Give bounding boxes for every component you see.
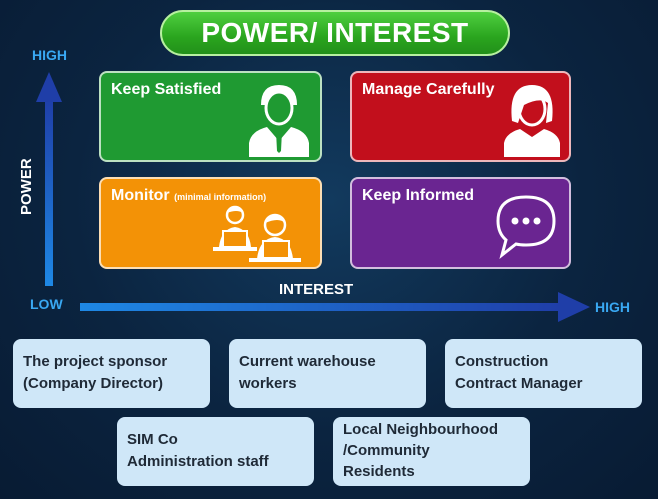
quadrant-monitor-note: (minimal information) (174, 192, 267, 202)
people-at-laptops-icon (213, 205, 301, 262)
quadrant-keep-informed-label: Keep Informed (362, 187, 475, 204)
stakeholder-line: /Community (343, 442, 430, 459)
quadrant-keep-informed: Keep Informed (350, 177, 571, 269)
y-axis-high-label: HIGH (32, 47, 67, 63)
stakeholder-line: workers (239, 375, 297, 392)
x-axis-arrow (80, 292, 590, 322)
page-title: POWER/ INTEREST (160, 10, 510, 56)
speech-bubble-icon (496, 195, 556, 259)
stakeholder-line: The project sponsor (23, 353, 168, 370)
x-axis-title: INTEREST (279, 281, 354, 298)
stakeholder-line: Administration staff (127, 453, 269, 470)
stakeholder-line: (Company Director) (23, 375, 164, 392)
quadrant-monitor: Monitor (minimal information) (99, 177, 322, 269)
stakeholder-line: Residents (343, 463, 415, 480)
x-axis-low-label: LOW (30, 296, 63, 312)
x-axis-high-label: HIGH (595, 299, 630, 315)
stakeholder-line: Current warehouse (239, 353, 376, 370)
stakeholder-box: Construction Contract Manager (445, 339, 642, 408)
y-axis-title: POWER (18, 158, 35, 215)
stakeholder-line: Contract Manager (455, 375, 583, 392)
stakeholder-box: Current warehouse workers (229, 339, 426, 408)
stakeholder-line: SIM Co (127, 431, 178, 448)
quadrant-manage-carefully: Manage Carefully (350, 71, 571, 162)
stakeholder-line: Local Neighbourhood (343, 421, 498, 438)
quadrant-keep-satisfied-label: Keep Satisfied (111, 81, 222, 98)
quadrant-manage-carefully-label: Manage Carefully (362, 81, 495, 98)
quadrant-monitor-label: Monitor (111, 187, 170, 204)
stakeholder-box: SIM Co Administration staff (117, 417, 314, 486)
stakeholder-box: Local Neighbourhood /Community Residents (333, 417, 530, 486)
quadrant-keep-satisfied: Keep Satisfied (99, 71, 322, 162)
woman-icon (504, 85, 560, 157)
stakeholder-box: The project sponsor (Company Director) (13, 339, 210, 408)
man-icon (249, 85, 309, 157)
y-axis-arrow (36, 72, 62, 286)
stakeholder-line: Construction (455, 353, 549, 370)
